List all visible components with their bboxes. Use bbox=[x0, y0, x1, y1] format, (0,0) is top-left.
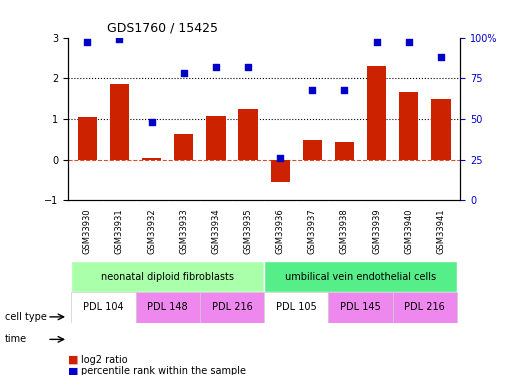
Bar bbox=[206, 116, 225, 160]
Text: GSM33940: GSM33940 bbox=[404, 208, 413, 254]
FancyBboxPatch shape bbox=[71, 292, 135, 322]
Text: umbilical vein endothelial cells: umbilical vein endothelial cells bbox=[285, 272, 436, 282]
Bar bbox=[77, 117, 97, 160]
Bar bbox=[431, 99, 451, 160]
Text: GDS1760 / 15425: GDS1760 / 15425 bbox=[107, 22, 218, 35]
Text: GSM33931: GSM33931 bbox=[115, 208, 124, 254]
Bar bbox=[174, 134, 194, 160]
Point bbox=[244, 64, 252, 70]
Text: time: time bbox=[5, 334, 27, 344]
Bar bbox=[142, 158, 161, 160]
Text: PDL 216: PDL 216 bbox=[212, 302, 252, 312]
Text: GSM33936: GSM33936 bbox=[276, 208, 285, 254]
Bar bbox=[110, 84, 129, 160]
Point bbox=[308, 87, 316, 93]
Text: ■: ■ bbox=[68, 355, 78, 365]
Point bbox=[212, 64, 220, 70]
FancyBboxPatch shape bbox=[264, 292, 328, 322]
Point bbox=[147, 119, 156, 125]
Point bbox=[115, 36, 123, 42]
Point bbox=[405, 39, 413, 45]
Text: PDL 148: PDL 148 bbox=[147, 302, 188, 312]
Text: GSM33941: GSM33941 bbox=[437, 208, 446, 254]
Point bbox=[179, 70, 188, 76]
Text: percentile rank within the sample: percentile rank within the sample bbox=[81, 366, 246, 375]
Text: log2 ratio: log2 ratio bbox=[81, 355, 128, 365]
FancyBboxPatch shape bbox=[135, 292, 200, 322]
Bar bbox=[270, 160, 290, 182]
Text: GSM33939: GSM33939 bbox=[372, 208, 381, 254]
FancyBboxPatch shape bbox=[264, 261, 457, 292]
Bar bbox=[335, 142, 354, 160]
Point bbox=[276, 155, 285, 161]
Text: cell type: cell type bbox=[5, 312, 47, 322]
Text: GSM33930: GSM33930 bbox=[83, 208, 92, 254]
Text: GSM33935: GSM33935 bbox=[244, 208, 253, 254]
Text: neonatal diploid fibroblasts: neonatal diploid fibroblasts bbox=[101, 272, 234, 282]
Text: PDL 104: PDL 104 bbox=[83, 302, 123, 312]
Text: PDL 145: PDL 145 bbox=[340, 302, 381, 312]
Bar bbox=[399, 93, 418, 160]
Point bbox=[340, 87, 349, 93]
Text: GSM33933: GSM33933 bbox=[179, 208, 188, 254]
Bar bbox=[367, 66, 386, 160]
FancyBboxPatch shape bbox=[71, 261, 264, 292]
Text: PDL 216: PDL 216 bbox=[404, 302, 445, 312]
Text: GSM33934: GSM33934 bbox=[211, 208, 220, 254]
Point bbox=[83, 39, 92, 45]
Text: ■: ■ bbox=[68, 366, 78, 375]
FancyBboxPatch shape bbox=[393, 292, 457, 322]
Bar bbox=[238, 109, 258, 160]
Point bbox=[372, 39, 381, 45]
Text: GSM33938: GSM33938 bbox=[340, 208, 349, 254]
Point bbox=[437, 54, 445, 60]
FancyBboxPatch shape bbox=[200, 292, 264, 322]
Text: GSM33932: GSM33932 bbox=[147, 208, 156, 254]
Text: GSM33937: GSM33937 bbox=[308, 208, 317, 254]
Bar bbox=[303, 140, 322, 160]
Text: PDL 105: PDL 105 bbox=[276, 302, 316, 312]
FancyBboxPatch shape bbox=[328, 292, 393, 322]
